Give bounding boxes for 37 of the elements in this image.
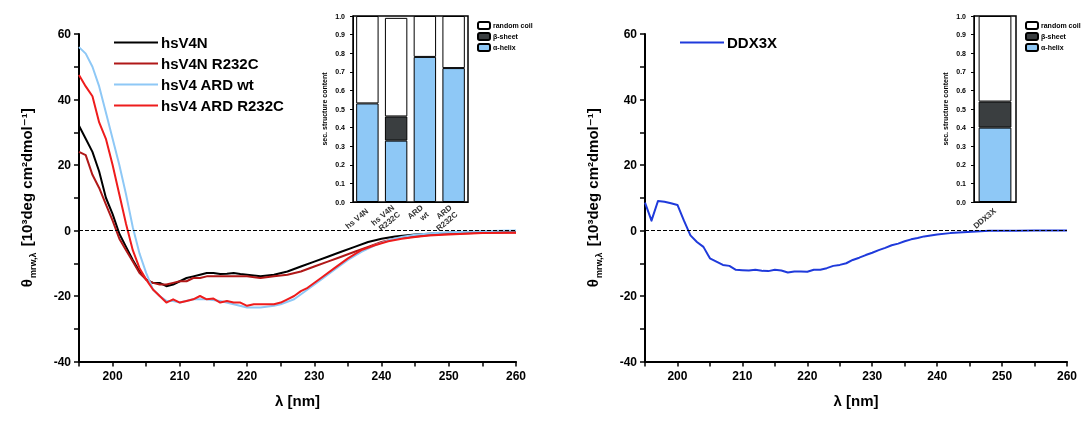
legend-label: hsV4 ARD wt [161,76,254,93]
x-tick-label: 250 [438,368,460,383]
y-tick-label: 0 [64,223,72,238]
x-tick-label: 200 [102,368,123,383]
legend-label: DDX3X [727,34,778,51]
legend-label: hsV4N R232C [161,55,259,72]
y-tick-label: 20 [623,158,638,172]
y-tick-label: 40 [623,92,638,107]
x-tick-label: 240 [371,368,392,383]
y-tick-label: -20 [53,289,72,303]
line-series [644,200,1068,274]
x-tick-label: 230 [304,368,325,383]
y-axis-title: θmrw,λ [10³deg cm²dmol⁻¹] [17,108,38,288]
x-tick-label: 220 [797,368,818,383]
legend-label: hsV4 ARD R232C [161,97,284,114]
y-tick-label: 60 [623,27,638,41]
y-tick-label: 0 [630,223,638,238]
x-tick-label: 260 [505,368,527,383]
y-tick-label: 40 [57,92,72,107]
x-tick-label: 240 [927,368,948,383]
y-tick-label: -40 [53,354,72,369]
x-axis-title: λ [nm] [275,392,320,409]
y-tick-label: 60 [57,27,72,41]
legend-label: hsV4N [161,34,208,51]
x-tick-label: 250 [992,368,1013,383]
y-axis-title: θmrw,λ [10³deg cm²dmol⁻¹] [583,108,604,288]
x-tick-label: 260 [1056,368,1078,383]
y-tick-label: -40 [619,354,638,369]
x-tick-label: 200 [667,368,688,383]
y-tick-label: 20 [57,158,72,172]
x-tick-label: 230 [862,368,883,383]
x-tick-label: 210 [732,368,753,383]
x-tick-label: 210 [169,368,191,383]
x-axis-title: λ [nm] [833,392,879,409]
y-tick-label: -20 [619,289,638,303]
x-tick-label: hs V4N [343,206,371,231]
x-tick-label: 220 [237,368,258,383]
